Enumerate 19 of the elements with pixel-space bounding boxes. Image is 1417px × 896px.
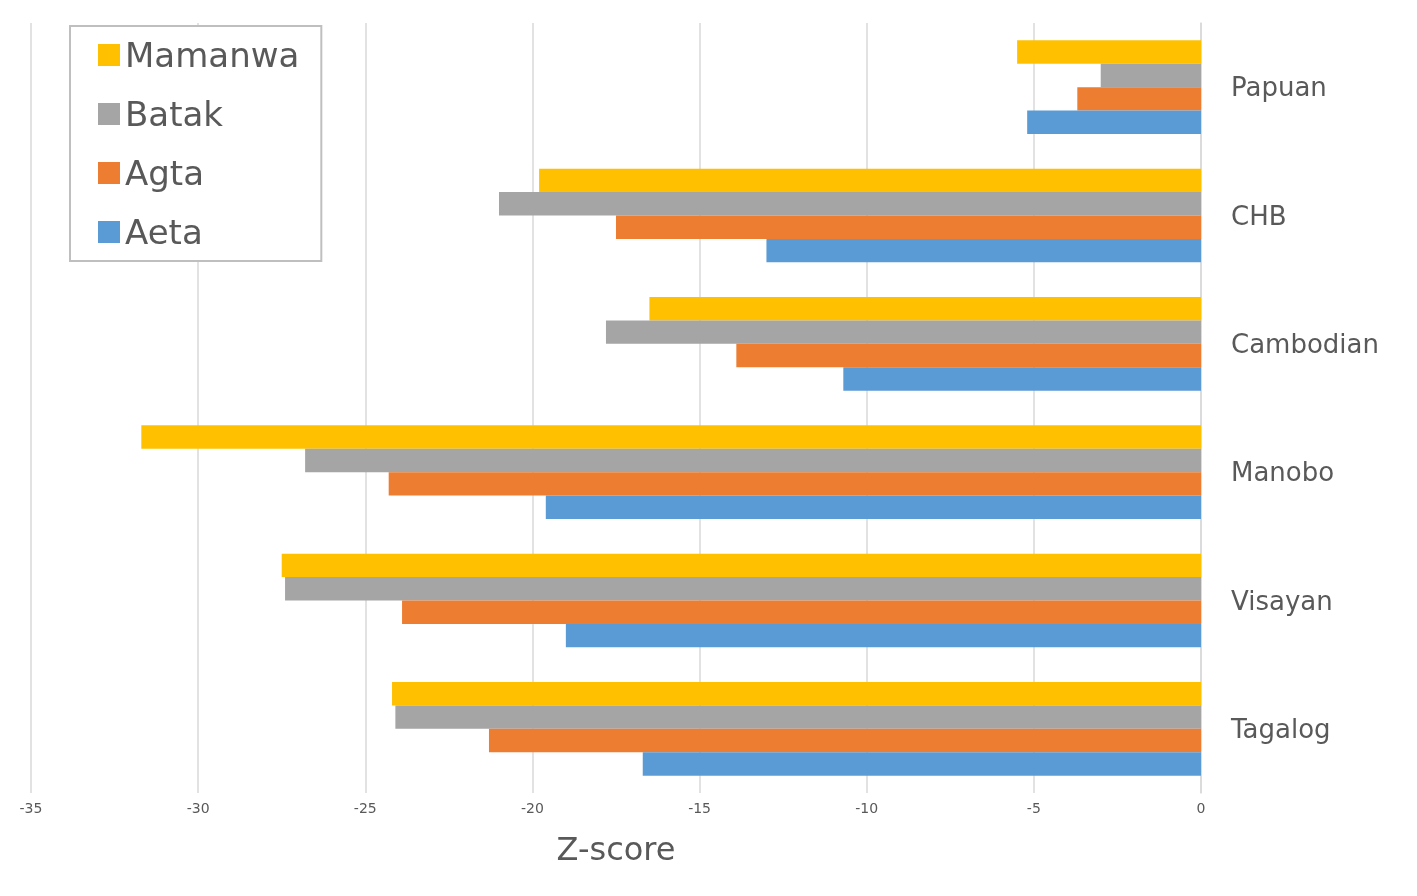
x-tick-label: -15 (688, 800, 712, 816)
x-tick-label: -5 (1026, 800, 1041, 816)
legend-label: Agta (125, 153, 205, 193)
y-tick-label: Manobo (1231, 457, 1335, 488)
legend-label: Mamanwa (125, 35, 300, 75)
legend-label: Batak (125, 94, 224, 134)
x-tick-label: -20 (520, 800, 544, 816)
y-tick-label: Cambodian (1231, 328, 1379, 359)
legend-label: Aeta (125, 212, 203, 252)
y-tick-label: Papuan (1231, 72, 1327, 103)
x-tick-label: 0 (1196, 800, 1206, 816)
x-tick-label: -35 (19, 800, 43, 816)
y-tick-label: CHB (1231, 200, 1287, 231)
x-tick-label: -30 (186, 800, 210, 816)
x-tick-label: -25 (353, 800, 377, 816)
y-tick-label: Tagalog (1230, 713, 1331, 744)
x-axis-title: Z-score (556, 830, 676, 868)
x-tick-label: -10 (855, 800, 879, 816)
y-tick-label: Visayan (1231, 585, 1333, 616)
